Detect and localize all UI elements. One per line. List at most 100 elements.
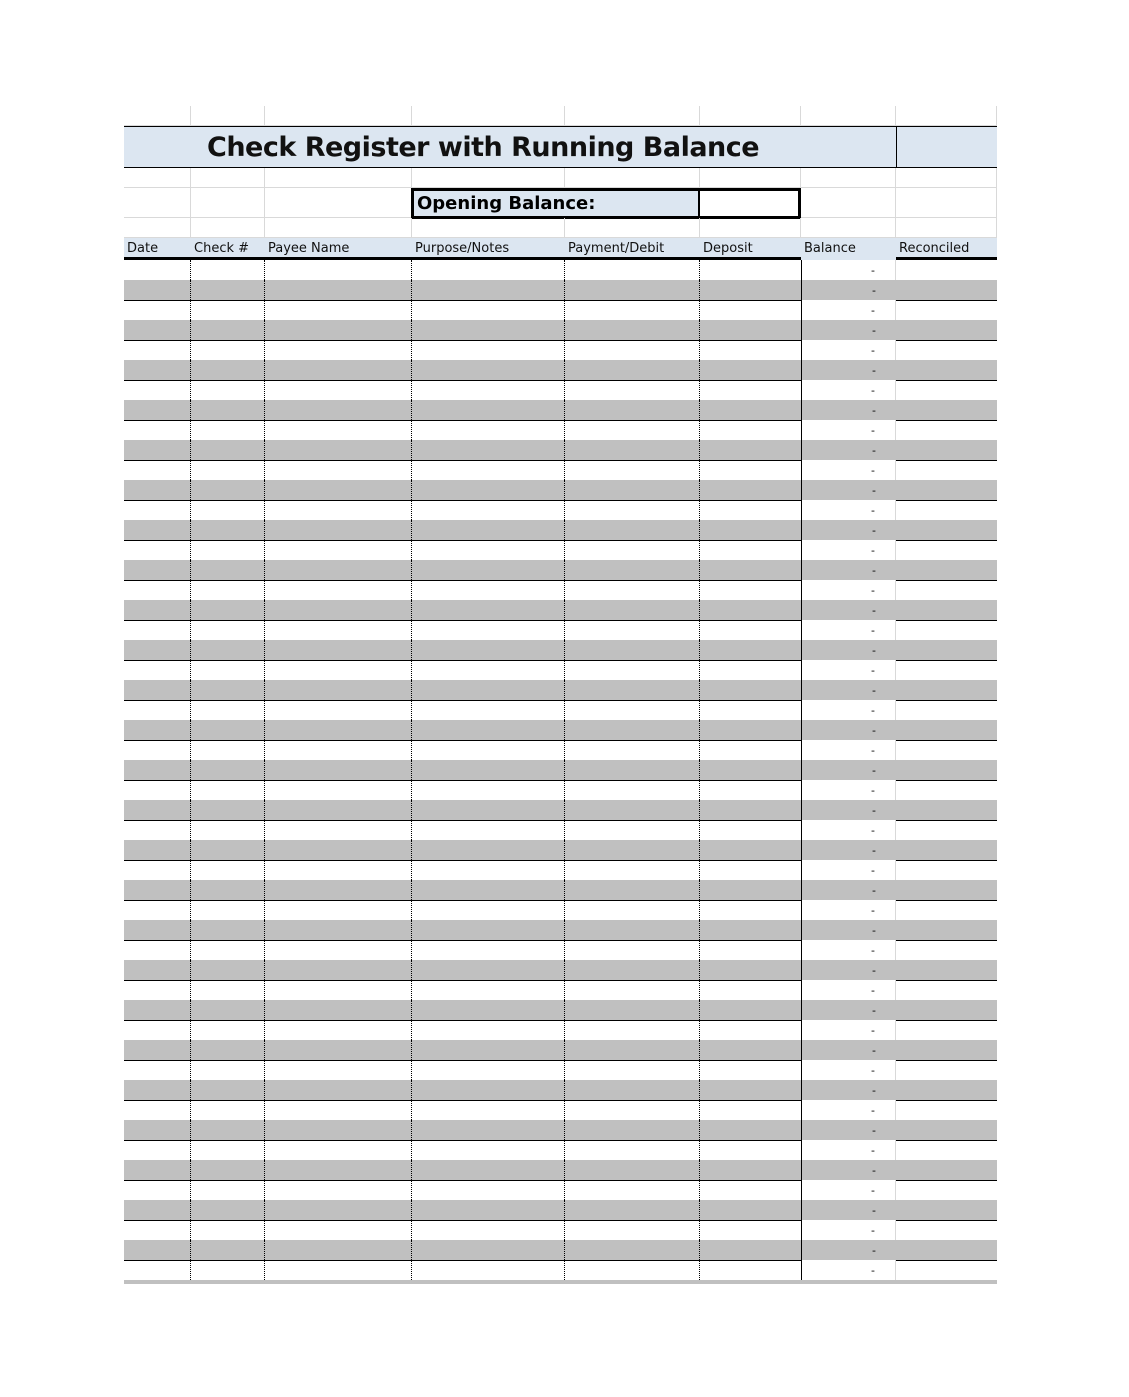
- cell-payment-debit[interactable]: [565, 520, 700, 540]
- cell-purpose-notes[interactable]: [412, 400, 565, 420]
- cell-purpose-notes[interactable]: [412, 640, 565, 660]
- cell-payee-name[interactable]: [265, 1180, 412, 1200]
- cell-payee-name[interactable]: [265, 360, 412, 380]
- cell-date[interactable]: [124, 1080, 191, 1100]
- cell-purpose-notes[interactable]: [412, 720, 565, 740]
- cell-date[interactable]: [124, 620, 191, 640]
- cell-deposit[interactable]: [700, 1120, 801, 1140]
- cell-check-number[interactable]: [191, 500, 265, 520]
- cell-deposit[interactable]: [700, 1180, 801, 1200]
- cell-deposit[interactable]: [700, 880, 801, 900]
- cell-deposit[interactable]: [700, 840, 801, 860]
- cell-purpose-notes[interactable]: [412, 420, 565, 440]
- cell-deposit[interactable]: [700, 320, 801, 340]
- cell-reconciled[interactable]: [896, 900, 997, 920]
- cell-check-number[interactable]: [191, 1060, 265, 1080]
- cell-purpose-notes[interactable]: [412, 940, 565, 960]
- cell-purpose-notes[interactable]: [412, 680, 565, 700]
- cell-check-number[interactable]: [191, 700, 265, 720]
- cell-date[interactable]: [124, 580, 191, 600]
- cell[interactable]: [896, 168, 997, 188]
- cell-purpose-notes[interactable]: [412, 540, 565, 560]
- cell-payee-name[interactable]: [265, 960, 412, 980]
- cell-deposit[interactable]: [700, 1000, 801, 1020]
- cell-balance[interactable]: -: [801, 1040, 896, 1060]
- cell-reconciled[interactable]: [896, 1100, 997, 1120]
- cell-deposit[interactable]: [700, 1040, 801, 1060]
- cell-date[interactable]: [124, 960, 191, 980]
- cell-balance[interactable]: -: [801, 660, 896, 680]
- cell-balance[interactable]: -: [801, 1080, 896, 1100]
- cell-payment-debit[interactable]: [565, 420, 700, 440]
- cell-date[interactable]: [124, 1100, 191, 1120]
- cell[interactable]: [700, 218, 801, 238]
- cell-deposit[interactable]: [700, 820, 801, 840]
- cell-deposit[interactable]: [700, 1080, 801, 1100]
- cell-date[interactable]: [124, 1000, 191, 1020]
- cell-deposit[interactable]: [700, 420, 801, 440]
- cell-reconciled[interactable]: [896, 680, 997, 700]
- cell-purpose-notes[interactable]: [412, 560, 565, 580]
- cell[interactable]: [124, 106, 191, 126]
- cell-purpose-notes[interactable]: [412, 700, 565, 720]
- cell-deposit[interactable]: [700, 900, 801, 920]
- cell-payee-name[interactable]: [265, 760, 412, 780]
- cell-payee-name[interactable]: [265, 500, 412, 520]
- cell-deposit[interactable]: [700, 720, 801, 740]
- cell-payment-debit[interactable]: [565, 260, 700, 280]
- cell-payment-debit[interactable]: [565, 660, 700, 680]
- cell-purpose-notes[interactable]: [412, 1060, 565, 1080]
- cell-date[interactable]: [124, 600, 191, 620]
- cell-payment-debit[interactable]: [565, 960, 700, 980]
- cell-deposit[interactable]: [700, 920, 801, 940]
- cell-reconciled[interactable]: [896, 1020, 997, 1040]
- cell-date[interactable]: [124, 540, 191, 560]
- cell-deposit[interactable]: [700, 700, 801, 720]
- cell-check-number[interactable]: [191, 840, 265, 860]
- cell-deposit[interactable]: [700, 1140, 801, 1160]
- cell-purpose-notes[interactable]: [412, 280, 565, 300]
- cell-date[interactable]: [124, 920, 191, 940]
- cell-reconciled[interactable]: [896, 920, 997, 940]
- cell-date[interactable]: [124, 440, 191, 460]
- cell-check-number[interactable]: [191, 1160, 265, 1180]
- cell-payment-debit[interactable]: [565, 360, 700, 380]
- cell-deposit[interactable]: [700, 860, 801, 880]
- cell-date[interactable]: [124, 700, 191, 720]
- cell-purpose-notes[interactable]: [412, 860, 565, 880]
- cell-reconciled[interactable]: [896, 440, 997, 460]
- cell-payee-name[interactable]: [265, 840, 412, 860]
- cell-payee-name[interactable]: [265, 1080, 412, 1100]
- cell-deposit[interactable]: [700, 660, 801, 680]
- cell-check-number[interactable]: [191, 800, 265, 820]
- cell-reconciled[interactable]: [896, 780, 997, 800]
- cell-check-number[interactable]: [191, 680, 265, 700]
- cell-date[interactable]: [124, 400, 191, 420]
- cell-check-number[interactable]: [191, 440, 265, 460]
- cell-purpose-notes[interactable]: [412, 300, 565, 320]
- cell-reconciled[interactable]: [896, 1180, 997, 1200]
- cell-reconciled[interactable]: [896, 1080, 997, 1100]
- cell-date[interactable]: [124, 760, 191, 780]
- cell-payment-debit[interactable]: [565, 1240, 700, 1260]
- cell-payee-name[interactable]: [265, 560, 412, 580]
- cell-payment-debit[interactable]: [565, 460, 700, 480]
- cell-reconciled[interactable]: [896, 620, 997, 640]
- cell[interactable]: [700, 106, 801, 126]
- cell-payee-name[interactable]: [265, 400, 412, 420]
- cell-balance[interactable]: -: [801, 1020, 896, 1040]
- cell-deposit[interactable]: [700, 1020, 801, 1040]
- cell-reconciled[interactable]: [896, 500, 997, 520]
- cell-deposit[interactable]: [700, 600, 801, 620]
- cell-payment-debit[interactable]: [565, 1220, 700, 1240]
- cell-payee-name[interactable]: [265, 520, 412, 540]
- cell-balance[interactable]: -: [801, 860, 896, 880]
- cell-balance[interactable]: -: [801, 740, 896, 760]
- cell-payment-debit[interactable]: [565, 600, 700, 620]
- cell[interactable]: [265, 106, 412, 126]
- cell-payment-debit[interactable]: [565, 1180, 700, 1200]
- cell-payee-name[interactable]: [265, 900, 412, 920]
- cell-balance[interactable]: -: [801, 720, 896, 740]
- cell-purpose-notes[interactable]: [412, 440, 565, 460]
- cell-date[interactable]: [124, 1120, 191, 1140]
